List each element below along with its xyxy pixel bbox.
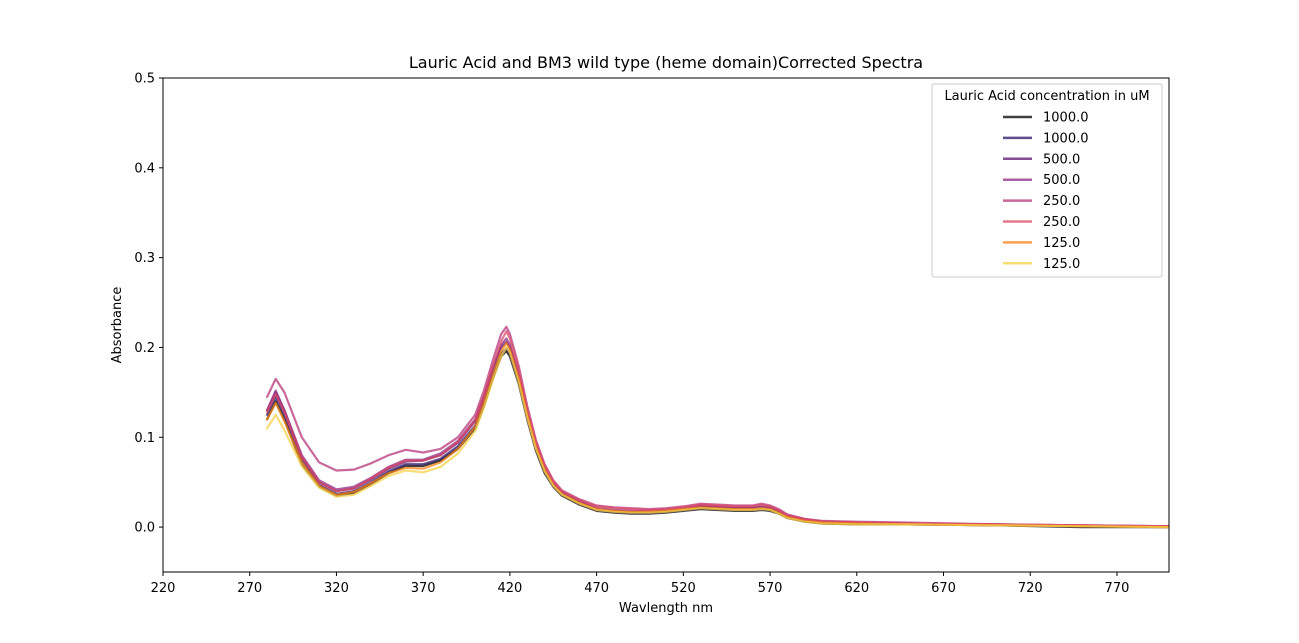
x-tick-label: 620 [844, 581, 869, 596]
legend-label-1: 1000.0 [1043, 131, 1089, 146]
legend-label-6: 125.0 [1043, 236, 1080, 251]
legend-label-3: 500.0 [1043, 173, 1080, 188]
x-tick-label: 520 [671, 581, 696, 596]
x-tick-label: 420 [497, 581, 522, 596]
legend-label-4: 250.0 [1043, 194, 1080, 209]
x-axis: 220 270 320 370 420 470 520 570 620 670 720 770 [151, 572, 1130, 596]
legend-entries: 1000.0 1000.0 500.0 500.0 250.0 250.0 125.0 125… [1003, 111, 1089, 272]
series-line-7 [266, 346, 1169, 529]
series-layer [266, 325, 1169, 529]
x-axis-label: Wavlength nm [619, 601, 713, 616]
x-tick-label: 470 [584, 581, 609, 596]
x-tick-label: 220 [151, 581, 176, 596]
y-tick-label: 0.4 [134, 161, 155, 176]
legend-label-2: 500.0 [1043, 152, 1080, 167]
legend-title: Lauric Acid concentration in uM [944, 89, 1149, 104]
y-tick-label: 0.1 [134, 431, 155, 446]
y-tick-label: 0.0 [134, 521, 155, 536]
chart-title: Lauric Acid and BM3 wild type (heme doma… [409, 53, 923, 72]
y-tick-label: 0.3 [134, 251, 155, 266]
series-line-5 [266, 330, 1169, 528]
x-tick-label: 320 [324, 581, 349, 596]
legend-box [931, 83, 1163, 278]
legend-label-0: 1000.0 [1043, 111, 1089, 126]
legend-label-5: 250.0 [1043, 215, 1080, 230]
legend: Lauric Acid concentration in uM 1000.010… [931, 83, 1163, 278]
plot-frame [162, 77, 1170, 573]
legend-label-7: 125.0 [1043, 257, 1080, 272]
x-tick-label: 770 [1105, 581, 1130, 596]
x-tick-label: 370 [411, 581, 436, 596]
y-axis: 0.0 0.1 0.2 0.3 0.4 0.5 [134, 72, 163, 536]
y-axis-label: Absorbance [110, 287, 125, 364]
y-tick-label: 0.2 [134, 341, 155, 356]
y-tick-label: 0.5 [134, 72, 155, 87]
x-tick-label: 720 [1018, 581, 1043, 596]
x-tick-label: 670 [931, 581, 956, 596]
x-tick-label: 270 [237, 581, 262, 596]
x-tick-label: 570 [758, 581, 783, 596]
